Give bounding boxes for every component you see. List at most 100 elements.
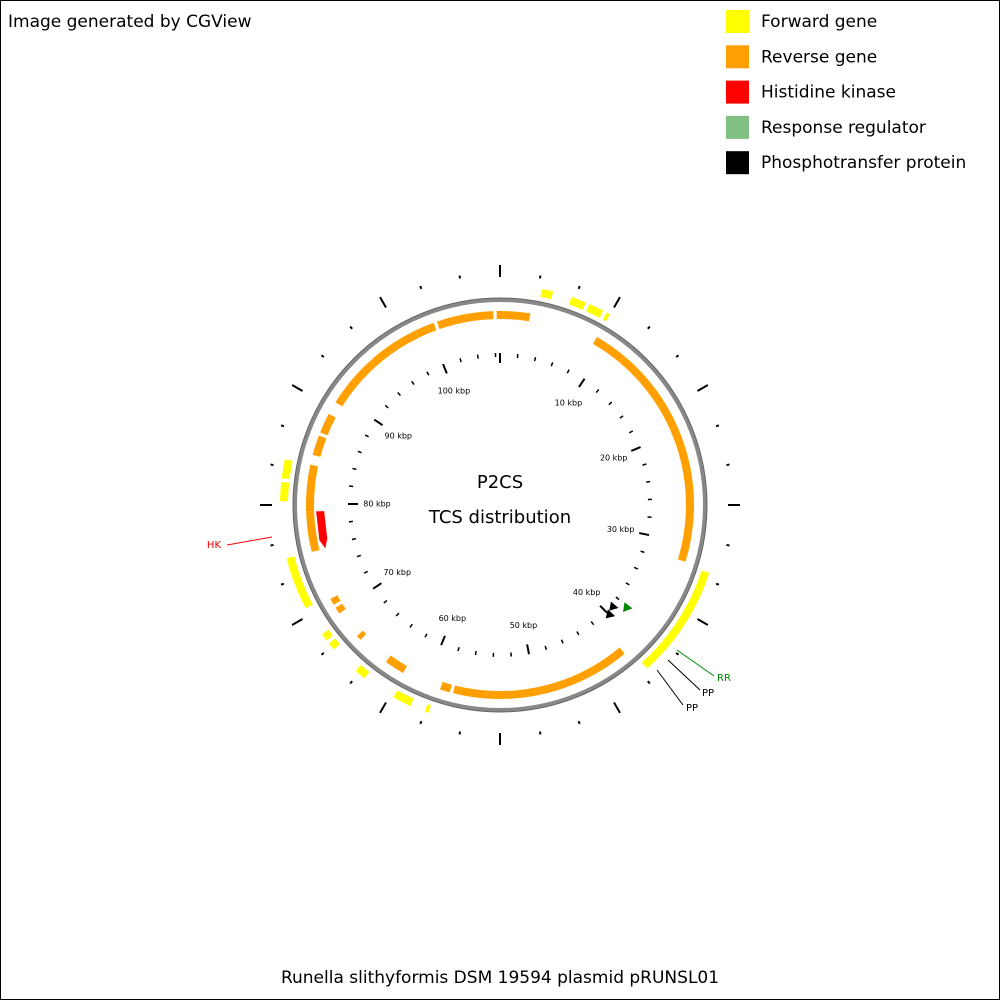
outer-tick <box>577 720 581 725</box>
ruler-label: 80 kbp <box>363 500 391 509</box>
forward-gene <box>424 704 431 714</box>
reverse-gene <box>335 603 346 614</box>
ruler-label: 70 kbp <box>384 568 412 577</box>
reverse-gene <box>453 685 488 699</box>
outer-tick <box>349 680 353 685</box>
ruler-tick <box>356 554 362 558</box>
pp-label: PP <box>686 703 698 714</box>
reverse-gene <box>563 666 597 688</box>
footer-title: Runella slithyformis DSM 19594 plasmid p… <box>281 968 719 988</box>
ruler-tick <box>383 599 388 604</box>
outer-tick <box>726 543 730 547</box>
reverse-gene <box>657 402 678 430</box>
hk-label: HK <box>207 540 222 551</box>
reverse-gene <box>525 679 567 698</box>
ruler-tick <box>533 357 537 362</box>
ruler-label: 90 kbp <box>385 431 413 440</box>
ruler-tick <box>476 354 479 359</box>
legend-swatch <box>726 80 749 104</box>
ruler-tick <box>590 621 595 626</box>
forward-gene <box>393 690 414 706</box>
forward-gene <box>569 296 586 310</box>
outer-tick <box>577 285 581 290</box>
reverse-gene <box>351 360 376 386</box>
histidine-kinase <box>316 511 328 549</box>
ruler-tick <box>560 639 564 644</box>
outer-tick <box>675 652 680 656</box>
pp-leader <box>656 669 684 706</box>
outer-tick <box>280 424 285 428</box>
ruler-label: 50 kbp <box>510 621 538 630</box>
legend-swatch <box>726 45 749 69</box>
backbone <box>293 298 707 712</box>
legend-label: Phosphotransfer protein <box>761 153 966 173</box>
reverse-gene <box>593 647 625 674</box>
ruler-label: 20 kbp <box>600 454 628 463</box>
outer-tick <box>715 582 720 586</box>
ruler-tick <box>363 570 369 574</box>
outer-tick <box>291 384 304 392</box>
ruler-tick <box>595 389 600 394</box>
reverse-gene <box>677 530 693 562</box>
forward-gene <box>667 620 685 641</box>
legend: Forward gene Reverse gene Histidine kinase… <box>726 10 966 175</box>
reverse-gene <box>356 630 367 640</box>
forward-gene <box>540 289 554 300</box>
forward-gene <box>280 482 290 502</box>
outer-tick <box>613 296 621 309</box>
reverse-gene <box>414 322 437 338</box>
reverse-gene <box>684 505 694 532</box>
ruler-tick <box>474 650 477 656</box>
forward-gene <box>687 587 703 609</box>
ruler-tick <box>578 378 586 388</box>
legend-label: Histidine kinase <box>761 83 896 103</box>
ruler-tick <box>352 467 357 471</box>
outer-tick <box>647 325 651 330</box>
forward-gene <box>286 556 300 577</box>
outer-tick <box>379 296 387 309</box>
ruler-tick <box>646 480 651 483</box>
outer-tick <box>349 325 353 330</box>
forward-gene <box>291 574 307 595</box>
ruler-tick <box>640 550 645 554</box>
reverse-gene <box>496 311 531 322</box>
backbone-edge <box>292 297 708 713</box>
ruler-tick <box>550 362 554 367</box>
ruler-tick <box>372 582 383 590</box>
rr-leader <box>676 649 715 677</box>
ruler-tick <box>544 645 548 650</box>
ruler-tick <box>599 605 608 614</box>
reverse-gene <box>306 464 319 509</box>
pp-label: PP <box>702 688 714 699</box>
reverse-gene <box>486 689 527 699</box>
forward-gene <box>655 635 674 656</box>
legend-swatch <box>726 151 749 175</box>
outer-tick <box>419 720 423 725</box>
outer-tick <box>696 384 709 392</box>
ruler-tick <box>440 635 446 646</box>
ruler-tick <box>630 446 641 452</box>
forward-gene <box>677 604 695 625</box>
ruler-label: 60 kbp <box>439 614 467 623</box>
outer-tick <box>613 701 621 714</box>
phosphotransfer-protein <box>605 609 616 619</box>
reverse-gene <box>453 311 494 325</box>
ruler-tick <box>442 363 448 374</box>
phosphotransfer-protein <box>609 601 619 611</box>
outer-tick <box>291 618 304 626</box>
forward-gene <box>299 591 313 609</box>
outer-tick <box>458 731 462 735</box>
outer-tick <box>270 463 274 467</box>
ruler-tick <box>566 369 570 374</box>
reverse-gene <box>385 655 407 674</box>
reverse-gene <box>683 471 694 505</box>
forward-gene <box>355 664 370 679</box>
ruler-tick <box>608 401 613 406</box>
reverse-gene <box>394 330 419 350</box>
reverse-gene <box>669 426 685 448</box>
ruler-label: 40 kbp <box>573 588 601 597</box>
outer-tick <box>379 701 387 714</box>
ruler-tick <box>633 566 639 570</box>
